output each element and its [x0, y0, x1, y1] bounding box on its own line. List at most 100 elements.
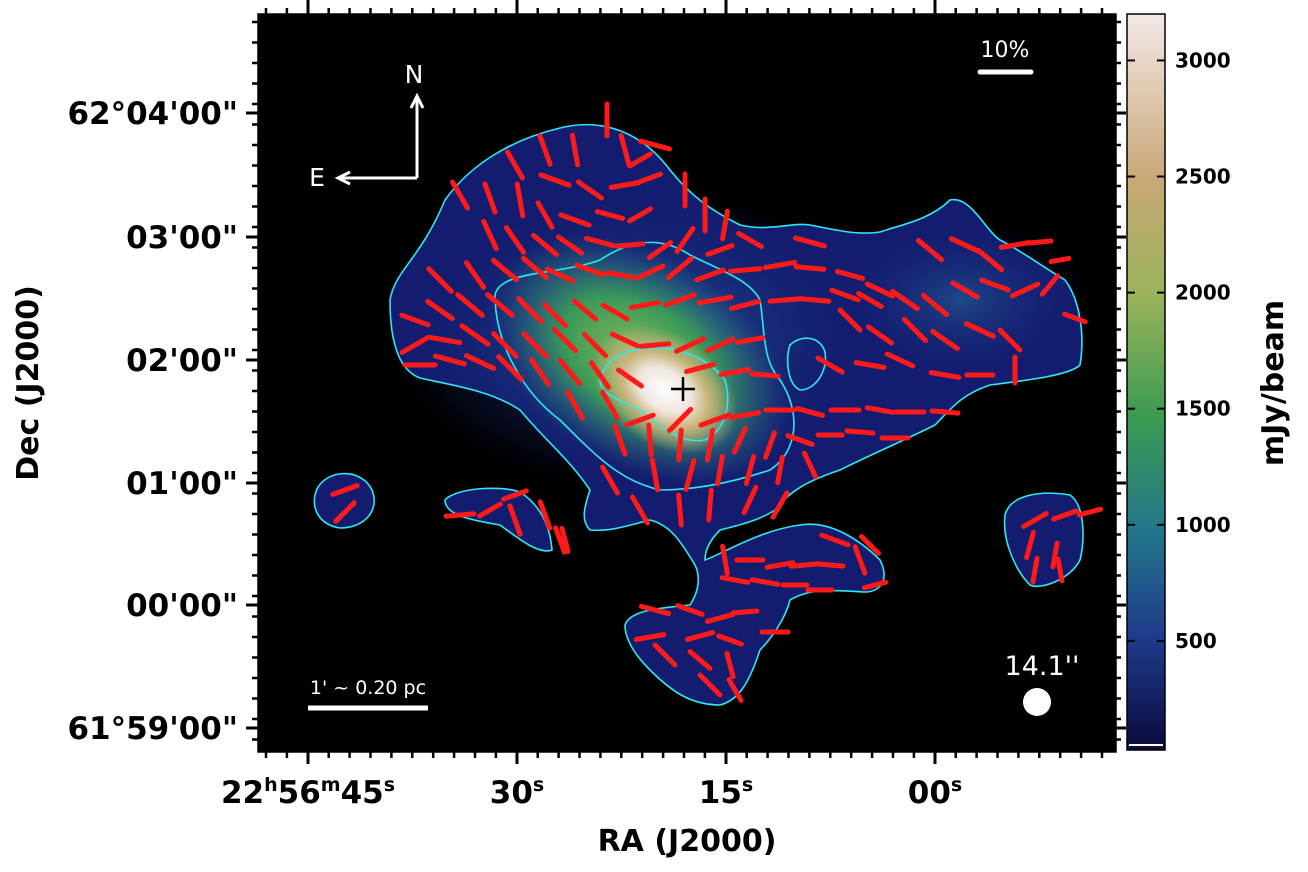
emission-low-glow-east	[830, 220, 1090, 380]
x-tick-label-0-m-unit: m	[321, 774, 341, 796]
polarization-vector-95	[433, 353, 467, 367]
vector-scale-label: 10%	[981, 38, 1030, 63]
polarization-vector-45	[834, 269, 866, 281]
polarization-vector-27	[584, 235, 616, 249]
polarization-vector-79	[491, 331, 519, 359]
polarization-vector-91	[930, 328, 960, 352]
emission-low-blob-1	[314, 473, 375, 528]
polarization-vector-64	[729, 298, 761, 312]
polarization-vector-115	[698, 412, 732, 428]
polarization-vector-12	[482, 181, 498, 215]
polarization-vector-83	[609, 331, 641, 349]
polarization-vector-146	[330, 483, 360, 497]
polarization-vector-167	[639, 603, 671, 617]
polarization-vector-35	[521, 255, 549, 281]
polarization-vector-32	[426, 266, 454, 294]
source-marker	[671, 377, 695, 401]
y-tick-label-5: 61°59'00"	[67, 711, 238, 747]
y-tick-label-3: 01'00"	[126, 466, 238, 502]
polarization-vector-8	[576, 179, 604, 201]
polarization-vector-184	[1050, 540, 1060, 570]
polarization-vector-53	[399, 312, 431, 328]
polarization-vector-178	[697, 672, 723, 698]
polarization-vector-99	[557, 358, 583, 386]
polarization-vector-180	[1021, 511, 1049, 529]
x-tick-label-0-h: 22	[221, 775, 264, 811]
polarization-vector-60	[600, 302, 630, 322]
polarization-vector-98	[528, 357, 552, 387]
polarization-vector-157	[788, 561, 822, 569]
polarization-vector-9	[608, 180, 642, 190]
polarization-vector-84	[638, 341, 672, 349]
compass-east-label: E	[309, 163, 325, 192]
polarization-vector-89	[866, 324, 894, 346]
polarization-vector-75	[1062, 311, 1088, 325]
polarization-vector-116	[728, 410, 762, 420]
polarization-vector-74	[1039, 273, 1061, 297]
colorbar-tick-label-4: 2500	[1175, 165, 1231, 189]
polarization-vector-140	[630, 494, 650, 526]
x-major-ticks	[306, 0, 937, 764]
polarization-vector-126	[704, 427, 716, 463]
polarization-vector-23	[481, 218, 499, 252]
polarization-vector-151	[507, 503, 523, 537]
polarization-vector-78	[459, 323, 491, 347]
polarization-vector-186	[1055, 556, 1065, 584]
polarization-vector-47	[916, 237, 944, 263]
polarization-vector-92	[963, 321, 997, 339]
polarization-vector-102	[684, 361, 716, 375]
polarization-vector-4	[638, 138, 672, 152]
polarization-vector-150	[501, 488, 529, 502]
polarization-vector-22	[793, 235, 827, 249]
polarization-vector-152	[537, 499, 553, 531]
contour-hole	[786, 337, 827, 391]
polarization-vector-10	[637, 171, 663, 185]
colorbar: 500 1000 1500 2000 2500 3000 mJy/beam	[1126, 13, 1291, 751]
polarization-vector-82	[581, 331, 609, 359]
polarization-vector-63	[696, 294, 734, 306]
polarization-vector-68	[856, 291, 884, 309]
polarization-vector-31	[705, 243, 735, 257]
x-tick-label-3-s: 00	[908, 775, 951, 811]
x-tick-label-0: 22h56m45s	[221, 774, 395, 811]
polarization-vector-67	[829, 287, 861, 303]
polarization-vector-161	[859, 534, 881, 556]
polarization-vector-175	[652, 642, 678, 668]
polarization-vector-14	[535, 200, 555, 230]
polarization-vector-103	[718, 367, 752, 377]
polarization-vector-185	[1030, 555, 1040, 585]
polarization-vector-135	[683, 458, 697, 492]
polarization-vector-164	[749, 577, 781, 587]
polarization-vector-24	[503, 225, 527, 255]
contour-blob-2	[444, 487, 553, 552]
y-tick-label-4: 00'00"	[126, 588, 238, 624]
polarization-vector-39	[634, 263, 666, 281]
polarization-vector-138	[775, 454, 785, 486]
polarization-vector-114	[666, 406, 694, 434]
polarization-vector-153	[559, 525, 571, 555]
polarization-vector-26	[556, 234, 584, 256]
polarization-vector-105	[815, 355, 845, 375]
polarization-vector-107	[884, 351, 916, 369]
y-tick-labels: 62°04'00" 03'00" 02'00" 01'00" 00'00" 61…	[67, 96, 238, 747]
x-tick-label-3-s-unit: s	[951, 774, 962, 796]
polarization-vector-58	[541, 301, 569, 329]
polarization-vector-113	[624, 412, 656, 428]
polarization-vector-65	[767, 296, 803, 304]
polarization-vector-13	[514, 181, 526, 219]
polarization-vector-158	[814, 561, 846, 569]
polarization-vector-55	[455, 292, 485, 318]
polarization-vector-170	[730, 608, 760, 616]
polarization-vector-42	[727, 266, 763, 274]
polarization-vectors	[330, 101, 1104, 703]
polarization-vector-71	[950, 280, 980, 300]
polarization-vector-141	[676, 492, 684, 528]
polarization-vector-176	[687, 649, 713, 671]
polarization-vector-36	[544, 266, 576, 284]
polarization-vector-139	[802, 450, 818, 480]
x-tick-label-0-s: 45	[341, 775, 384, 811]
polarization-vector-62	[663, 292, 697, 308]
polarization-vector-17	[627, 206, 653, 224]
polarization-vector-154	[720, 543, 730, 577]
polarization-vector-136	[715, 453, 725, 487]
